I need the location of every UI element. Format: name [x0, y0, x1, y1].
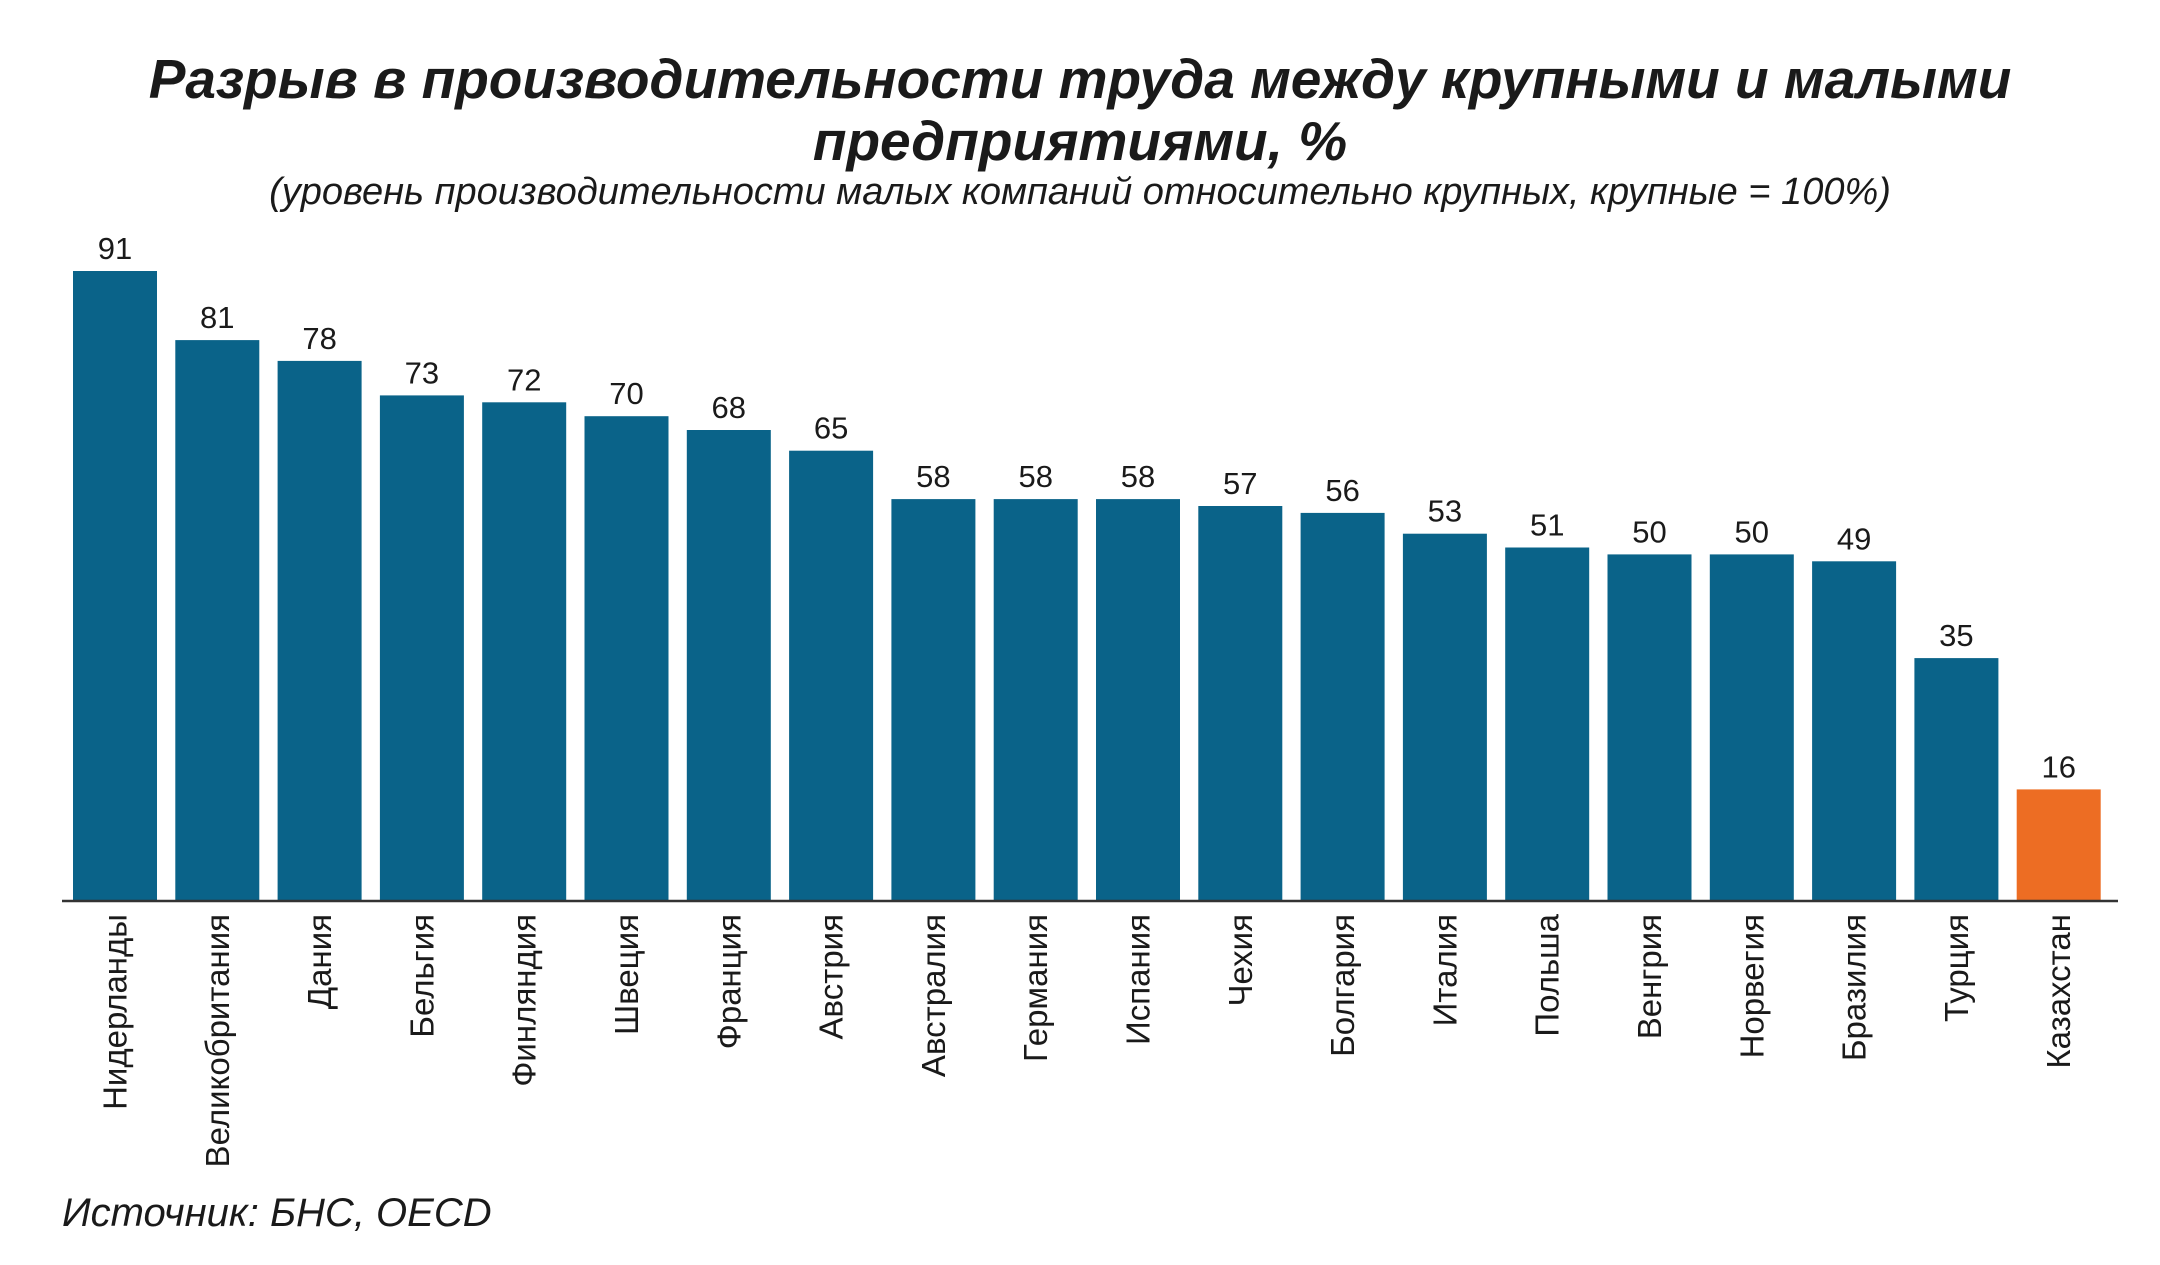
category-label-6: Швеция [608, 914, 645, 1035]
bar-10 [993, 499, 1078, 900]
source-note: Источник: БНС, OECD [62, 1191, 492, 1235]
value-label-7: 68 [712, 390, 746, 425]
category-label-14: Италия [1426, 914, 1463, 1026]
bar-11 [1096, 499, 1180, 900]
category-labels-group: Нидерланды Великобритания Дания Бельгия Финл… [97, 913, 2078, 1167]
category-label-3: Дания [301, 914, 338, 1009]
bar-19 [1914, 658, 1999, 900]
value-label-20: 16 [2041, 749, 2075, 784]
bars-group [73, 271, 2101, 901]
category-label-1: Нидерланды [97, 914, 134, 1110]
chart-subtitle: (уровень производительности малых компан… [269, 171, 1891, 213]
bar-18 [1812, 561, 1897, 900]
bar-2 [175, 340, 260, 901]
bar-17 [1709, 554, 1794, 900]
category-label-17: Норвегия [1733, 914, 1770, 1058]
category-label-12: Чехия [1222, 914, 1259, 1006]
category-label-7: Франция [710, 914, 747, 1049]
chart-title-line-1: Разрыв в производительности труда между … [148, 48, 2012, 110]
value-label-4: 73 [405, 355, 439, 390]
bar-1 [73, 271, 157, 900]
chart-title-line-2: предприятиями, % [812, 110, 1348, 172]
value-labels-group: 91 81 78 73 72 70 68 65 58 58 58 57 56 53 51 50 50 49 35 16 [98, 231, 2076, 784]
category-label-9: Австралия [915, 914, 952, 1077]
bar-9 [891, 499, 976, 900]
value-label-17: 50 [1735, 514, 1769, 549]
bar-5 [482, 402, 567, 900]
value-label-5: 72 [507, 362, 541, 397]
value-label-8: 65 [814, 411, 848, 446]
value-label-1: 91 [98, 231, 132, 266]
bar-6 [584, 416, 669, 900]
category-label-16: Венгрия [1631, 914, 1668, 1039]
category-label-11: Испания [1120, 914, 1157, 1045]
category-label-10: Германия [1017, 914, 1054, 1062]
value-label-14: 53 [1428, 494, 1462, 529]
bar-20 [2016, 789, 2101, 900]
value-label-18: 49 [1837, 521, 1871, 556]
category-label-13: Болгария [1324, 914, 1361, 1057]
value-label-13: 56 [1325, 473, 1359, 508]
category-label-8: Австрия [813, 914, 850, 1039]
bar-14 [1402, 533, 1487, 900]
category-label-20: Казахстан [2040, 914, 2077, 1069]
value-label-9: 58 [916, 459, 950, 494]
category-label-19: Турция [1938, 914, 1975, 1022]
bar-13 [1300, 512, 1385, 900]
value-label-2: 81 [200, 300, 234, 335]
bar-8 [789, 450, 874, 900]
value-label-11: 58 [1121, 459, 1155, 494]
value-label-10: 58 [1018, 459, 1052, 494]
bar-12 [1198, 506, 1283, 900]
bar-16 [1607, 554, 1692, 900]
category-label-2: Великобритания [199, 914, 236, 1167]
bar-4 [379, 395, 464, 900]
value-label-16: 50 [1632, 514, 1666, 549]
value-label-6: 70 [609, 376, 643, 411]
value-label-3: 78 [302, 321, 336, 356]
bar-15 [1505, 547, 1590, 900]
category-label-4: Бельгия [403, 914, 440, 1038]
bar-3 [277, 360, 362, 900]
value-label-15: 51 [1530, 508, 1564, 543]
bar-7 [686, 430, 771, 900]
category-label-5: Финляндия [506, 914, 543, 1087]
chart-title: Разрыв в производительности труда между … [0, 48, 2160, 172]
category-label-15: Польша [1529, 913, 1566, 1036]
category-label-18: Бразилия [1836, 914, 1873, 1061]
value-label-19: 35 [1939, 618, 1973, 653]
value-label-12: 57 [1223, 466, 1257, 501]
